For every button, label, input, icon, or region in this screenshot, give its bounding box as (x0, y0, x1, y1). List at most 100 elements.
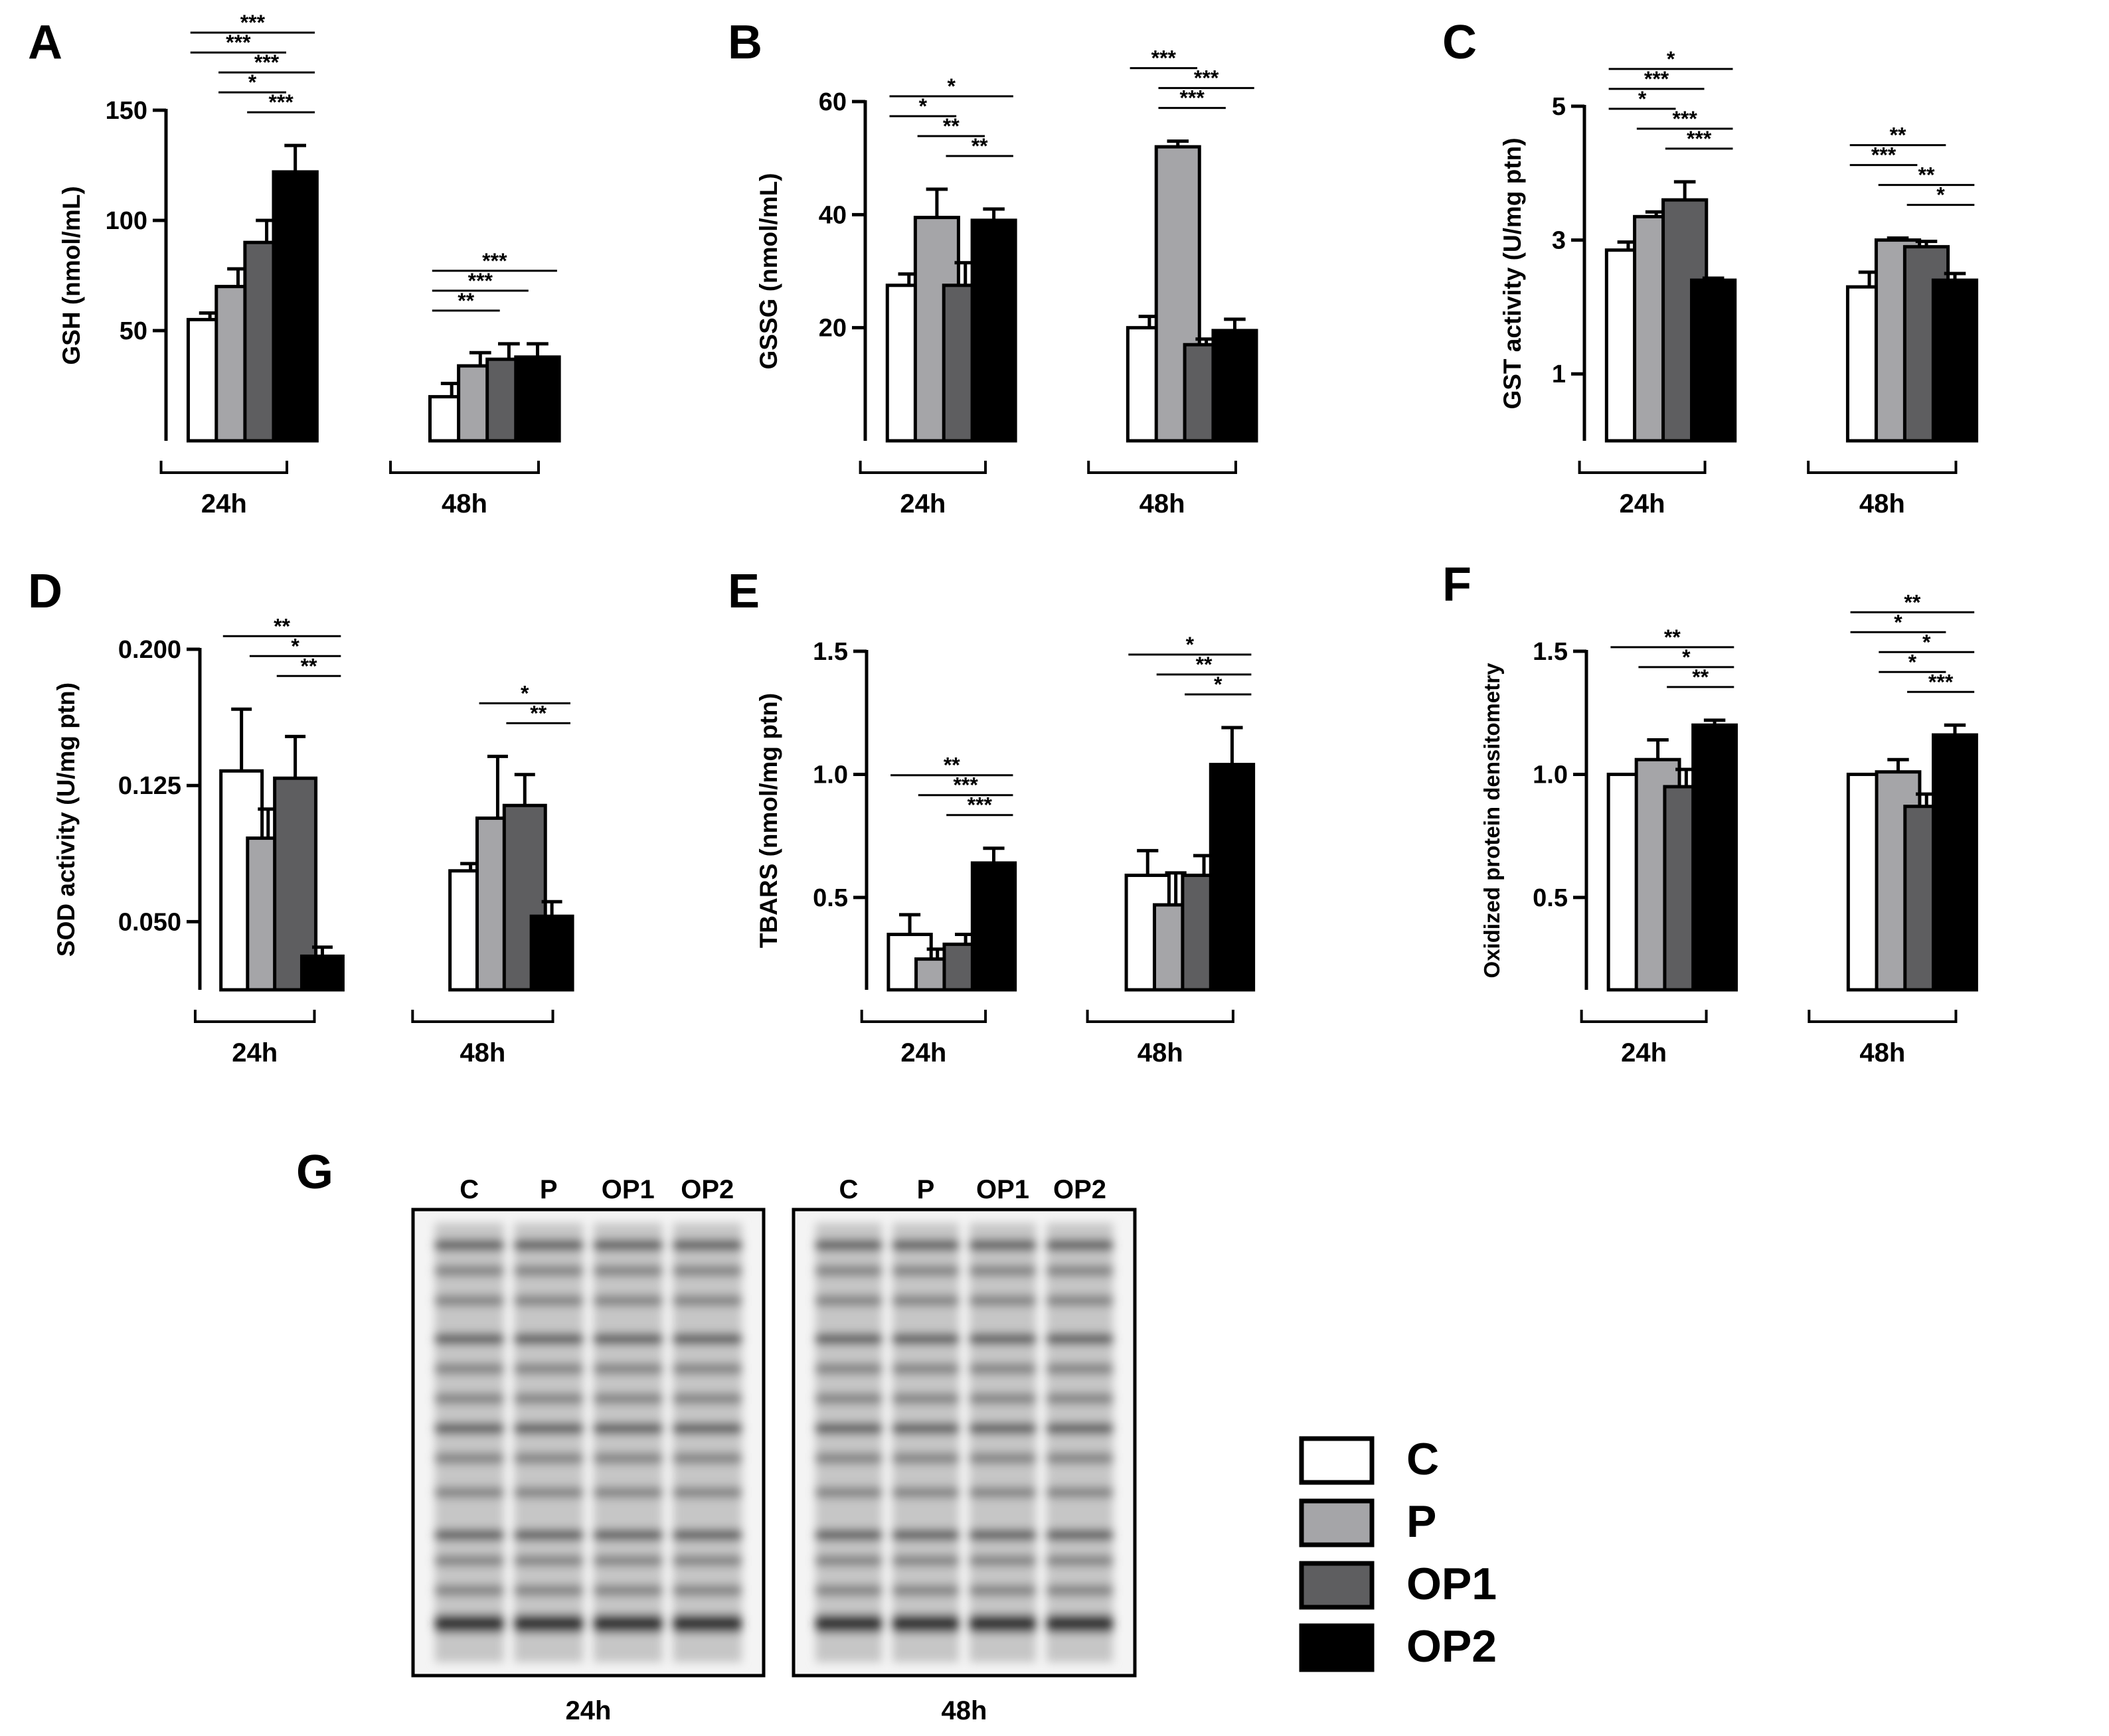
blot-band (892, 1393, 959, 1404)
blot-band (815, 1585, 882, 1596)
blot-band (970, 1393, 1036, 1404)
blot-band (673, 1487, 742, 1498)
blot-lane-smear (673, 1223, 742, 1662)
significance-label: * (1908, 650, 1917, 674)
blot-lane-smear (815, 1223, 882, 1662)
blot-band (673, 1239, 742, 1251)
blot-band (970, 1530, 1036, 1541)
blot-band (970, 1239, 1036, 1251)
blot-band (892, 1615, 959, 1632)
blot-band (815, 1265, 882, 1277)
bar-OP2 (1211, 329, 1258, 443)
y-axis-label: SOD activity (U/mg ptn) (52, 682, 80, 957)
blot-band (673, 1585, 742, 1596)
blot-band (435, 1333, 504, 1344)
significance-label: ** (1904, 590, 1920, 614)
group-label: 48h (1138, 1038, 1183, 1067)
blot-band (594, 1530, 663, 1541)
bar-OP2 (1931, 278, 1979, 443)
blot-band (673, 1333, 742, 1344)
significance-label: *** (1672, 107, 1697, 131)
blot-lanes (435, 1223, 742, 1662)
bar-OP2 (272, 170, 319, 443)
blot-band (673, 1453, 742, 1464)
blot-band (594, 1265, 663, 1277)
blot-band (435, 1487, 504, 1498)
group-bracket (1086, 1010, 1234, 1023)
group-bracket (1580, 1010, 1708, 1023)
lane-label: OP2 (1053, 1175, 1106, 1204)
blot-band (970, 1423, 1036, 1434)
blot-band (970, 1265, 1036, 1277)
blot-band (970, 1555, 1036, 1566)
blot-band (1047, 1555, 1113, 1566)
legend-label: OP1 (1406, 1559, 1497, 1609)
blot-band (1047, 1530, 1113, 1541)
significance-label: *** (240, 11, 266, 35)
lane-label: C (839, 1175, 859, 1204)
group-label: 24h (232, 1038, 278, 1067)
group-bracket (1087, 461, 1237, 474)
blot-membrane: C P OP1 OP2 48h (792, 1175, 1137, 1725)
significance-label: * (1922, 630, 1931, 654)
significance-label: * (1894, 610, 1902, 634)
chart-panel-D: D 0.050 0.125 0.200 SOD activity (U/mg ptn) 2… (28, 565, 574, 1067)
blot-band (514, 1363, 583, 1374)
legend-label: C (1406, 1434, 1439, 1484)
y-tick-label: 5 (1552, 93, 1566, 121)
significance-label: * (1638, 87, 1647, 111)
y-tick-label: 50 (120, 317, 147, 345)
blot-band (435, 1363, 504, 1374)
blot-lane-smear (594, 1223, 663, 1662)
y-tick-label: 0.050 (118, 908, 181, 936)
y-tick-label: 1.5 (813, 638, 848, 666)
legend-swatch (1299, 1561, 1375, 1610)
blot-lane-smear (514, 1223, 583, 1662)
blot-band (892, 1295, 959, 1306)
y-tick-label: 0.5 (1533, 884, 1568, 912)
blot-band (1047, 1265, 1113, 1277)
blot-band (594, 1423, 663, 1434)
legend-swatch (1299, 1436, 1375, 1485)
y-axis-label: TBARS (nmol/mg ptn) (755, 693, 782, 948)
blot-time-label: 24h (566, 1696, 612, 1725)
blot-membrane: C P OP1 OP2 24h (411, 1175, 766, 1725)
blot-band (1047, 1487, 1113, 1498)
group-bracket (1808, 1010, 1958, 1023)
blot-time-label: 48h (942, 1696, 987, 1725)
legend-swatch (1299, 1498, 1375, 1547)
blot-lane-smear (970, 1223, 1036, 1662)
significance-label: *** (968, 793, 993, 817)
y-axis-label: GSH (nmol/mL) (58, 186, 85, 364)
significance-label: ** (1890, 123, 1906, 147)
legend-swatch (1299, 1623, 1375, 1672)
lane-label: P (540, 1175, 558, 1204)
blot-band (673, 1393, 742, 1404)
blot-band (673, 1265, 742, 1277)
significance-label: ** (301, 654, 317, 678)
blot-band (435, 1239, 504, 1251)
y-tick-label: 1.5 (1533, 638, 1568, 666)
blot-band (435, 1265, 504, 1277)
blot-band (1047, 1423, 1113, 1434)
blot-band (970, 1615, 1036, 1632)
blot-band (594, 1333, 663, 1344)
significance-label: * (1186, 633, 1195, 657)
significance-label: *** (482, 249, 507, 273)
group-bracket (389, 461, 540, 474)
y-tick-label: 40 (819, 201, 847, 229)
panel-letter: F (1442, 558, 1472, 611)
group-label: 24h (201, 489, 247, 518)
blot-band (892, 1333, 959, 1344)
blot-band (815, 1555, 882, 1566)
blot-band (514, 1530, 583, 1541)
blot-band (673, 1423, 742, 1434)
blot-band (815, 1393, 882, 1404)
blot-band (514, 1487, 583, 1498)
blot-band (514, 1423, 583, 1434)
blot-band (892, 1585, 959, 1596)
significance-label: ** (458, 289, 474, 313)
blot-band (594, 1615, 663, 1632)
legend: CP OP1 OP2 (1299, 1434, 1497, 1672)
